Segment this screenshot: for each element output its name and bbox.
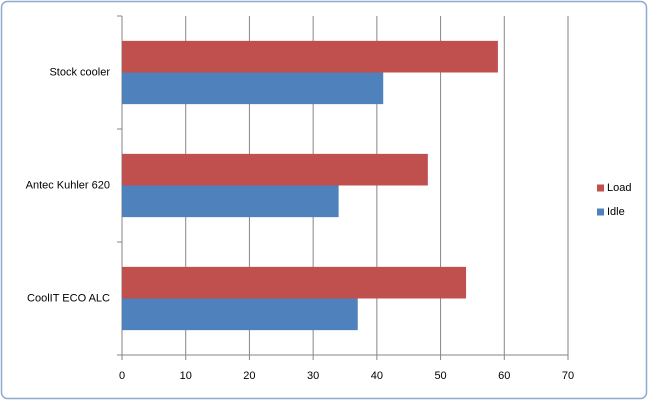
x-tick-label: 30 <box>307 370 319 382</box>
y-tick-label: CoolIT ECO ALC <box>27 292 110 304</box>
bar <box>122 185 339 218</box>
bar <box>122 298 358 331</box>
bar <box>122 72 384 105</box>
x-tick-label: 70 <box>562 370 574 382</box>
x-tick-label: 60 <box>498 370 510 382</box>
y-tick-label: Antec Kuhler 620 <box>26 179 110 191</box>
legend-label: Idle <box>607 206 625 218</box>
legend-label: Load <box>607 182 631 194</box>
bar <box>122 153 428 186</box>
bar <box>122 40 498 73</box>
x-tick-label: 10 <box>180 370 192 382</box>
y-tick-label: Stock cooler <box>49 66 110 78</box>
x-tick-label: 0 <box>119 370 125 382</box>
legend-swatch <box>597 184 604 192</box>
x-tick-label: 20 <box>243 370 255 382</box>
legend-swatch <box>597 208 604 216</box>
bar <box>122 266 467 299</box>
x-tick-label: 40 <box>371 370 383 382</box>
x-tick-label: 50 <box>434 370 446 382</box>
